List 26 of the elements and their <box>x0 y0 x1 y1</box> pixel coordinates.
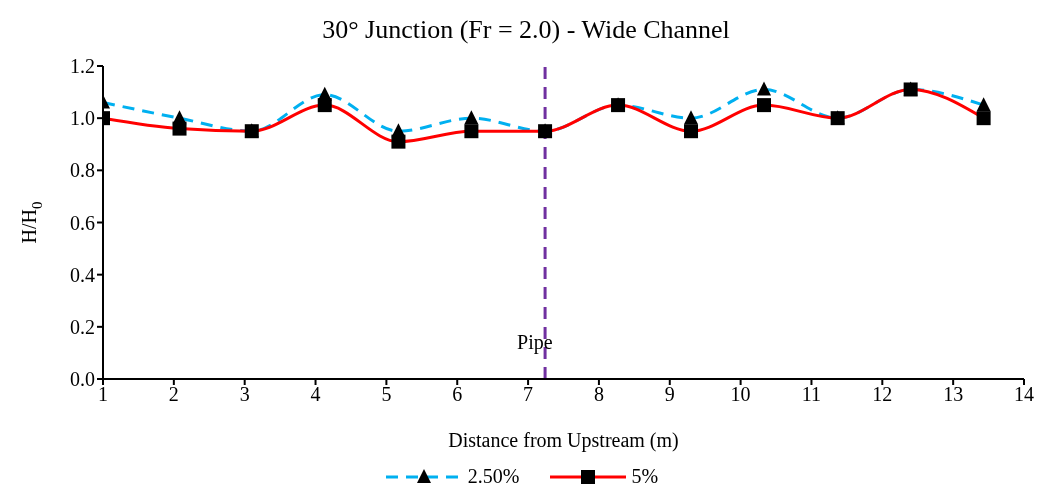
x-tick-label: 5 <box>381 383 392 406</box>
x-tick-label: 4 <box>310 383 321 406</box>
x-tick-label: 12 <box>872 383 893 406</box>
x-tick-label: 6 <box>452 383 463 406</box>
x-tick-label: 7 <box>523 383 534 406</box>
ref-line-label: Pipe <box>517 331 553 354</box>
y-tick-label: 0.2 <box>70 315 95 338</box>
x-tick-label: 13 <box>943 383 964 406</box>
x-axis-title: Distance from Upstream (m) <box>448 429 679 452</box>
legend-label: 5% <box>631 465 659 488</box>
y-tick-label: 0.8 <box>70 159 95 182</box>
x-tick-label: 14 <box>1014 383 1034 406</box>
x-tick-label: 11 <box>801 383 822 406</box>
y-tick-label: 1.2 <box>70 55 95 78</box>
legend-label: 2.50% <box>467 465 520 488</box>
y-tick-label: 0.4 <box>70 263 95 286</box>
y-tick-label: 0.6 <box>70 211 95 234</box>
y-tick-label: 0.0 <box>70 368 95 391</box>
y-tick-label: 1.0 <box>70 107 95 130</box>
x-tick-label: 8 <box>593 383 604 406</box>
x-tick-label: 1 <box>98 383 108 406</box>
x-tick-label: 3 <box>239 383 250 406</box>
x-tick-label: 2 <box>168 383 179 406</box>
x-tick-label: 9 <box>664 383 675 406</box>
x-tick-label: 10 <box>730 383 751 406</box>
chart-title: 30° Junction (Fr = 2.0) - Wide Channel <box>321 14 731 46</box>
